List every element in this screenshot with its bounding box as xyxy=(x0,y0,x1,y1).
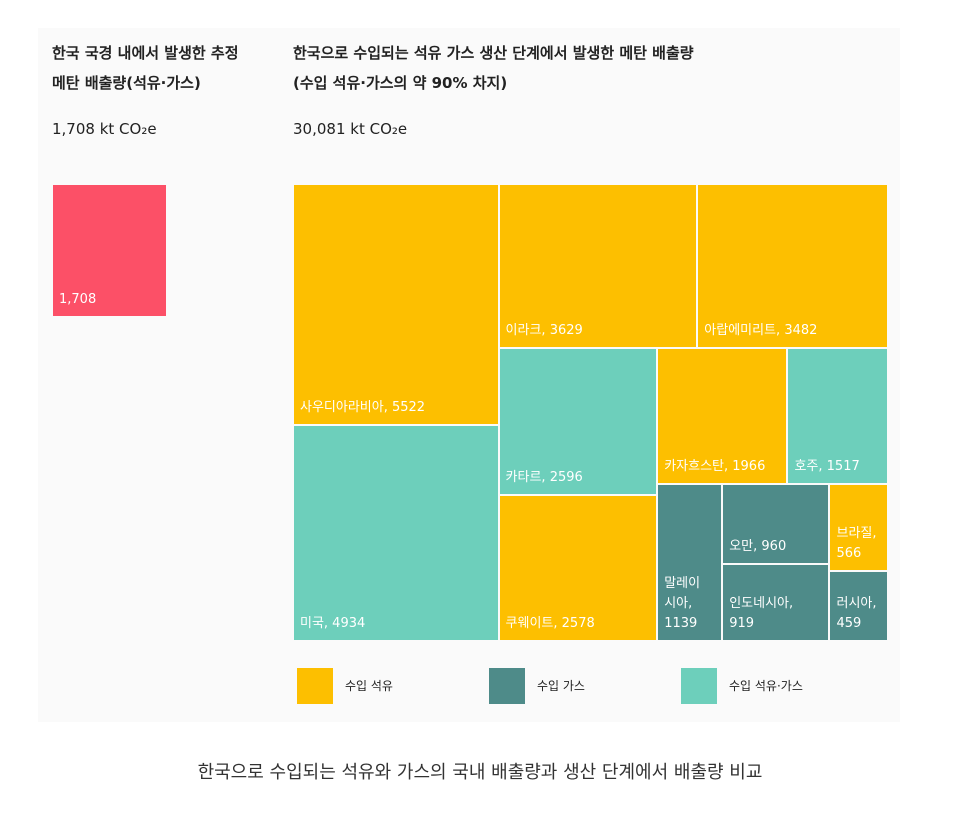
cell-label: 인도네시아, 919 xyxy=(729,595,794,631)
treemap-cell: 러시아, 459 xyxy=(830,571,887,640)
treemap-cell: 카타르, 2596 xyxy=(499,349,657,495)
cell-label: 카타르, 2596 xyxy=(505,470,583,486)
treemap-cell: 아랍에미리트, 3482 xyxy=(698,185,887,348)
cell-label: 호주, 1517 xyxy=(794,458,860,474)
cell-label: 오만, 960 xyxy=(729,539,787,555)
treemap-cell: 미국, 4934 xyxy=(294,426,498,640)
legend-label: 수입 석유·가스 xyxy=(729,679,803,693)
cell-label: 카자흐스탄, 1966 xyxy=(664,458,766,474)
treemap-cell: 이라크, 3629 xyxy=(499,185,697,348)
chart-total: 30,081 kt CO₂e xyxy=(293,120,408,138)
treemap-cell: 쿠웨이트, 2578 xyxy=(499,496,657,640)
treemap-cell: 브라질, 566 xyxy=(830,484,887,570)
legend-label: 수입 석유 xyxy=(345,679,393,693)
treemap-cell: 호주, 1517 xyxy=(788,349,887,483)
caption: 한국으로 수입되는 석유와 가스의 국내 배출량과 생산 단계에서 배출량 비교 xyxy=(197,762,763,783)
treemap-cell: 1,708 xyxy=(53,185,166,317)
chart-title: 한국으로 수입되는 석유 가스 생산 단계에서 발생한 메탄 배출량 (수입 석… xyxy=(293,44,694,92)
legend-swatch xyxy=(297,668,333,704)
cell-label: 1,708 xyxy=(59,292,97,308)
cell-label: 브라질, 566 xyxy=(836,525,877,561)
treemap-cell: 인도네시아, 919 xyxy=(723,565,829,640)
cell-label: 이라크, 3629 xyxy=(505,323,583,339)
legend-swatch xyxy=(489,668,525,704)
cell-label: 아랍에미리트, 3482 xyxy=(704,323,818,339)
legend-swatch xyxy=(681,668,717,704)
cell-label: 미국, 4934 xyxy=(300,615,366,631)
treemap-cell: 카자흐스탄, 1966 xyxy=(658,349,787,483)
legend-label: 수입 가스 xyxy=(537,679,585,693)
chart-total: 1,708 kt CO₂e xyxy=(52,120,157,138)
cell-label: 쿠웨이트, 2578 xyxy=(505,615,595,631)
treemap-cell: 사우디아라비아, 5522 xyxy=(294,185,498,425)
treemap-cell: 말레이 시아, 1139 xyxy=(658,484,722,640)
treemap-cell: 오만, 960 xyxy=(723,484,829,564)
cell-label: 사우디아라비아, 5522 xyxy=(300,400,426,416)
chart-title: 한국 국경 내에서 발생한 추정 메탄 배출량(석유·가스) xyxy=(52,44,239,92)
cell-label: 러시아, 459 xyxy=(836,595,877,631)
cell-label: 말레이 시아, 1139 xyxy=(664,575,701,631)
